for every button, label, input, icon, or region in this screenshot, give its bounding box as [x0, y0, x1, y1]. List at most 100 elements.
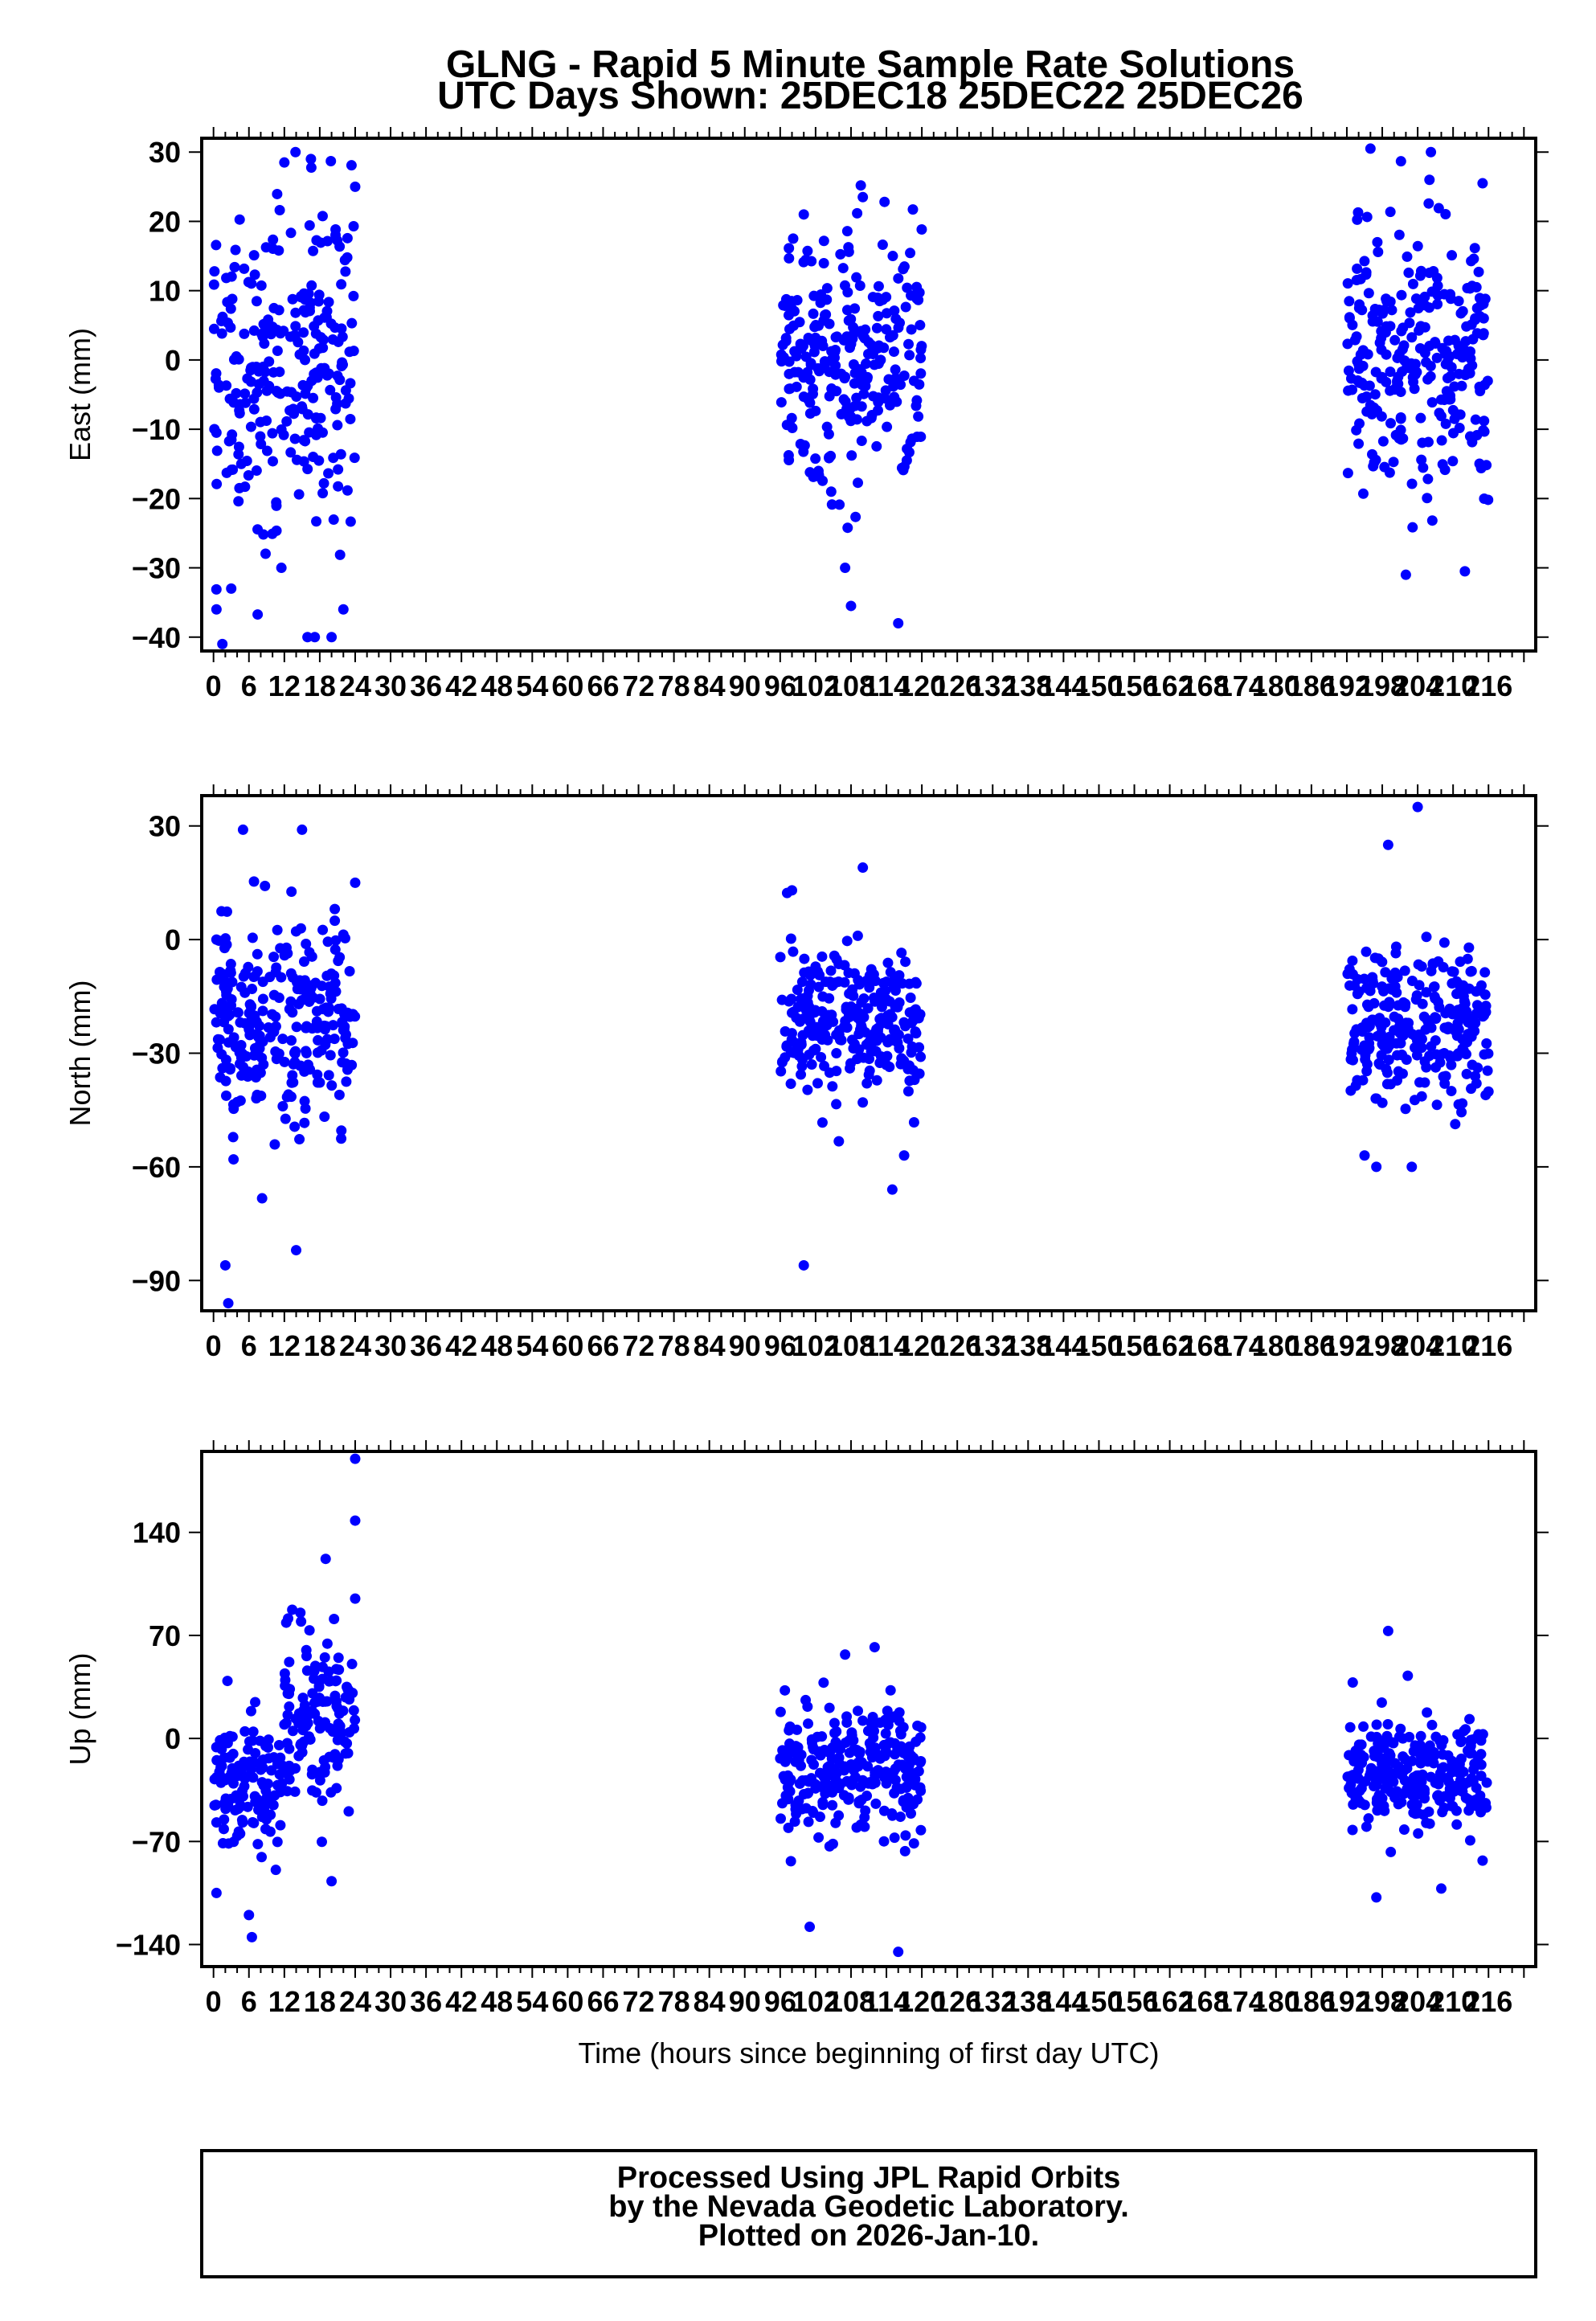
data-point — [329, 915, 341, 927]
data-point — [782, 1751, 793, 1762]
data-point — [833, 1136, 845, 1147]
data-point-outlier — [857, 862, 869, 874]
x-tick-label: 210 — [1429, 669, 1477, 702]
data-point — [251, 1016, 262, 1027]
data-point — [1372, 316, 1383, 327]
data-point — [896, 462, 907, 473]
data-point — [1354, 418, 1365, 429]
data-point — [219, 1017, 230, 1028]
data-point — [819, 360, 830, 371]
data-point — [233, 1826, 244, 1837]
data-point — [792, 984, 803, 996]
data-point — [1385, 1846, 1397, 1857]
x-tick-label: 30 — [374, 669, 407, 702]
data-point — [1447, 1762, 1459, 1773]
data-point — [218, 1824, 229, 1835]
data-point — [818, 1677, 829, 1689]
data-point — [337, 331, 348, 342]
data-point — [799, 953, 810, 964]
data-point — [854, 280, 866, 292]
data-point — [906, 324, 917, 335]
data-point-outlier — [350, 1515, 361, 1526]
data-point — [867, 1712, 878, 1723]
x-tick-label: 60 — [551, 669, 583, 702]
data-point — [1400, 1103, 1411, 1115]
data-point — [230, 244, 241, 256]
data-point-outlier — [1382, 839, 1393, 850]
data-point — [880, 1728, 891, 1739]
data-point — [1344, 313, 1355, 324]
data-point — [904, 1075, 915, 1087]
data-point — [898, 1017, 910, 1028]
data-point — [796, 1037, 807, 1048]
data-point — [902, 1033, 914, 1044]
data-point — [1373, 1790, 1385, 1801]
data-point — [290, 146, 301, 158]
data-point — [903, 1760, 915, 1771]
data-point — [786, 303, 797, 314]
data-point — [824, 452, 835, 464]
data-point — [1460, 1724, 1471, 1735]
data-point — [340, 1033, 351, 1044]
data-point — [872, 293, 883, 304]
x-tick-label: 156 — [1110, 669, 1158, 702]
data-point — [245, 421, 256, 432]
data-point — [302, 1710, 313, 1721]
data-point — [1422, 1707, 1433, 1718]
data-point — [256, 1852, 268, 1863]
data-point — [260, 366, 271, 378]
data-point — [785, 1079, 796, 1090]
data-point — [1425, 361, 1436, 372]
data-point — [301, 1046, 312, 1057]
data-point — [816, 951, 828, 962]
data-point — [268, 366, 279, 378]
data-point-outlier — [223, 1298, 234, 1309]
data-point — [1467, 1776, 1479, 1787]
data-point — [827, 356, 838, 367]
data-point-outlier — [798, 1259, 809, 1271]
x-tick-label: 168 — [1181, 669, 1230, 702]
data-point — [843, 246, 854, 257]
data-point-outlier — [1477, 178, 1488, 189]
data-point — [252, 387, 263, 398]
x-tick-label: 30 — [374, 1329, 407, 1362]
data-point — [211, 478, 223, 489]
data-point — [816, 1117, 828, 1128]
data-point — [1422, 493, 1433, 504]
data-point — [876, 1001, 887, 1013]
data-point — [900, 301, 911, 313]
data-point — [800, 1003, 811, 1014]
data-point — [281, 1786, 293, 1797]
data-point — [798, 372, 809, 383]
data-point — [871, 322, 882, 334]
data-point — [239, 1773, 251, 1784]
data-point — [243, 470, 254, 481]
data-point — [827, 1081, 838, 1092]
data-point — [1358, 1721, 1369, 1732]
data-point — [336, 279, 347, 290]
data-point — [326, 1080, 338, 1091]
data-point — [298, 345, 309, 356]
data-point — [849, 303, 861, 314]
data-point — [319, 1717, 330, 1728]
data-point — [277, 1034, 289, 1045]
data-point-outlier — [211, 604, 222, 615]
x-tick-label: 12 — [268, 1985, 301, 2018]
x-tick-label: 210 — [1429, 1985, 1477, 2018]
data-point — [319, 1766, 330, 1778]
data-point — [834, 499, 845, 510]
data-point — [1450, 1119, 1461, 1130]
data-point — [277, 1100, 289, 1111]
x-tick-label: 24 — [339, 669, 371, 702]
data-point — [818, 257, 829, 268]
data-point — [889, 305, 900, 317]
data-point — [1463, 942, 1475, 953]
data-point — [833, 1783, 845, 1794]
data-point — [309, 1697, 320, 1709]
data-point-outlier — [1371, 1892, 1382, 1903]
data-point — [228, 1103, 239, 1115]
data-point — [829, 346, 841, 357]
data-point — [788, 946, 799, 957]
data-point — [898, 261, 910, 272]
